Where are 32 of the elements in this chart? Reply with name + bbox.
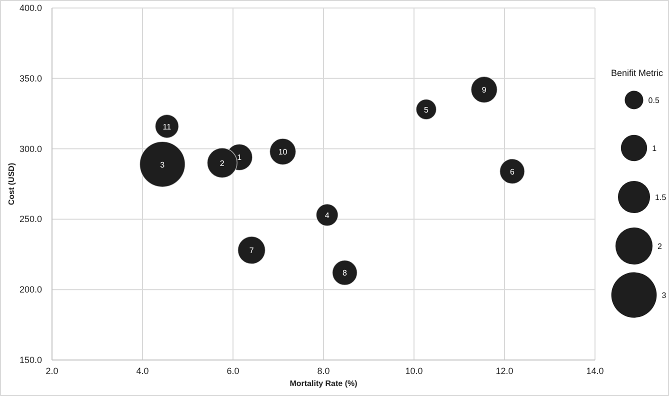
y-axis-title: Cost (USD) (7, 162, 16, 206)
legend-label: 2 (658, 242, 663, 251)
y-tick-label: 250.0 (19, 214, 42, 224)
y-tick-label: 200.0 (19, 284, 42, 295)
annotation: 10 (278, 148, 288, 157)
y-tick-label: 150.0 (19, 355, 42, 365)
y-tick-label: 400.0 (19, 3, 42, 13)
annotation: 2 (220, 158, 225, 168)
x-tick-label: 14.0 (586, 366, 604, 376)
x-tick-label: 6.0 (226, 366, 240, 376)
legend-label: 3 (662, 291, 667, 300)
annotation: 6 (510, 167, 515, 176)
x-tick-label: 4.0 (136, 366, 149, 376)
x-tick-label: 10.0 (405, 366, 423, 376)
legend-label: 1.5 (655, 193, 667, 202)
annotation: 1 (237, 153, 242, 162)
annotation: 4 (324, 210, 330, 220)
x-tick-label: 8.0 (317, 366, 330, 376)
annotation: 5 (424, 105, 429, 114)
y-tick-label: 350.0 (19, 73, 42, 84)
y-tick-label: 300.0 (19, 144, 42, 154)
legend-title: Benifit Metric (611, 68, 664, 78)
x-tick-label: 12.0 (496, 366, 514, 376)
annotation: 11 (162, 122, 172, 132)
x-axis-title: Mortality Rate (%) (290, 379, 358, 388)
annotation: 9 (482, 86, 487, 95)
annotation: 3 (160, 160, 166, 170)
annotation: 8 (342, 268, 348, 278)
x-tick-label: 2.0 (46, 366, 58, 376)
legend-label: 0.5 (648, 96, 660, 105)
legend-label: 1 (652, 144, 658, 153)
annotation: 7 (249, 246, 254, 256)
